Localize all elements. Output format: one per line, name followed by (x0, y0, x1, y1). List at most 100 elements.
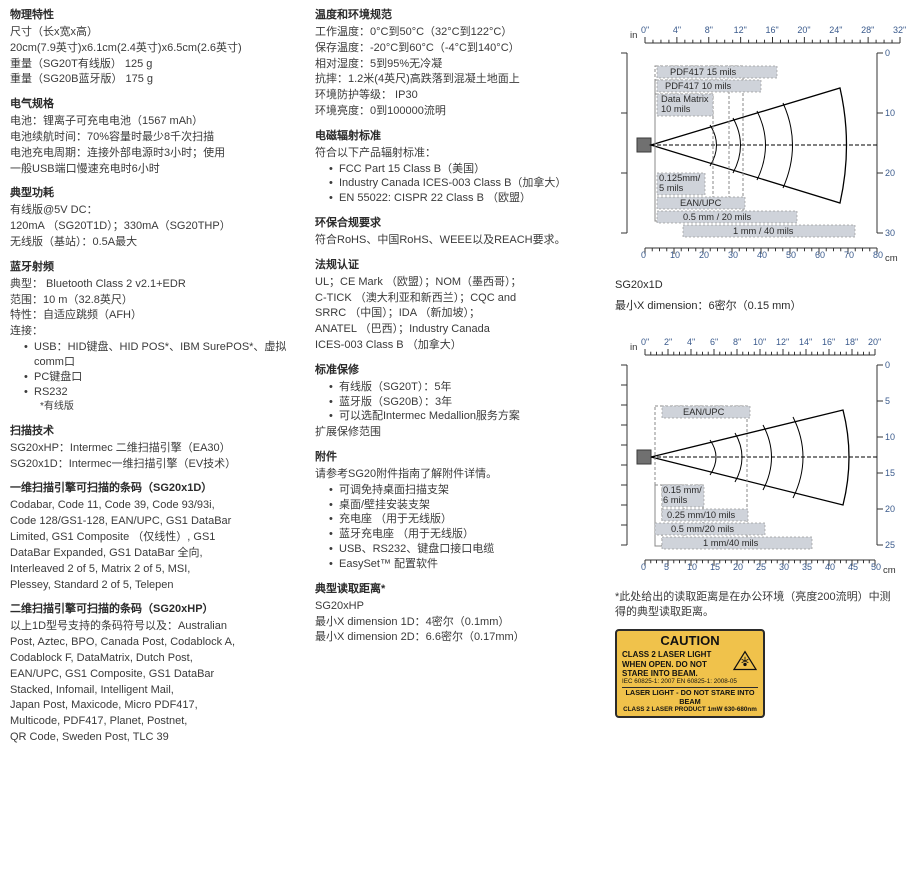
svg-text:30: 30 (728, 250, 738, 260)
svg-text:25: 25 (885, 540, 895, 550)
svg-text:16": 16" (822, 337, 835, 347)
section-line: UL；CE Mark （欧盟）；NOM（墨西哥）； (315, 275, 605, 290)
section-line: 重量（SG20T有线版） 125 g (10, 57, 305, 72)
section-heading: 典型功耗 (10, 186, 305, 201)
svg-text:10: 10 (885, 108, 895, 118)
section-line: DataBar Expanded, GS1 DataBar 全向, (10, 546, 305, 561)
diagram2-callout-3: 0.5 mm/20 mils (671, 524, 734, 534)
section-line: SG20x1D：Intermec一维扫描引擎（EV技术） (10, 457, 305, 472)
diagram1-callout-3-line2: 5 mils (659, 183, 684, 193)
section-line: Stacked, Infomail, Intelligent Mail, (10, 683, 305, 698)
section-subnote: *有线版 (10, 400, 305, 414)
caution-strip-line1: LASER LIGHT - DO NOT STARE INTO BEAM (622, 689, 758, 706)
bullet-item: 蓝牙充电座 （用于无线版） (329, 527, 605, 542)
section-line: Code 128/GS1-128, EAN/UPC, GS1 DataBar (10, 514, 305, 529)
section-line: 电池：锂离子可充电电池（1567 mAh） (10, 114, 305, 129)
svg-text:5: 5 (885, 396, 890, 406)
svg-text:30: 30 (885, 228, 895, 238)
svg-text:28": 28" (861, 25, 874, 35)
section-line: 有线版@5V DC： (10, 203, 305, 218)
diagram2-in-axis-label: in (630, 342, 637, 353)
section-line: 保存温度：-20°C到60°C（-4°C到140°C） (315, 41, 605, 56)
bullet-item: PC键盘口 (24, 370, 305, 385)
bullet-item: 有线版（SG20T）：5年 (329, 380, 605, 395)
bullet-item: 蓝牙版（SG20B）：3年 (329, 395, 605, 410)
section-heading: 蓝牙射频 (10, 260, 305, 275)
section-line: SRRC （中国）；IDA （新加坡）； (315, 306, 605, 321)
section-line: Limited, GS1 Composite （仅线性）, GS1 (10, 530, 305, 545)
svg-text:16": 16" (766, 25, 779, 35)
caution-strip-line2: CLASS 2 LASER PRODUCT 1mW 630-680nm (622, 706, 758, 713)
svg-text:32": 32" (893, 25, 906, 35)
section-line: 请参考SG20附件指南了解附件详情。 (315, 467, 605, 482)
section-line: 特性：自适应跳频（AFH） (10, 308, 305, 323)
diagram1-callout-6: 1 mm / 40 mils (733, 226, 794, 236)
bullet-item: EasySet™ 配置软件 (329, 557, 605, 572)
svg-text:4": 4" (673, 25, 681, 35)
diagram2-callout-1-line2: 6 mils (663, 495, 688, 505)
section-line: 最小X dimension 1D：4密尔（0.1mm） (315, 615, 605, 630)
section-line: 抗摔：1.2米(4英尺)高跌落到混凝土地面上 (315, 72, 605, 87)
section-line: Interleaved 2 of 5, Matrix 2 of 5, MSI, (10, 562, 305, 577)
section-line: 环境亮度：0到100000流明 (315, 104, 605, 119)
section-heading: 典型读取距离* (315, 582, 605, 597)
section-line: Post, Aztec, BPO, Canada Post, Codablock… (10, 635, 305, 650)
section-line: 符合以下产品辐射标准： (315, 146, 605, 161)
diagram1-callout-0: PDF417 15 mils (670, 67, 736, 77)
svg-text:0: 0 (641, 562, 646, 572)
svg-text:2": 2" (664, 337, 672, 347)
column-diagrams: in 0" 4" 8" 12" 16" 20" 24" 28" 32" 0" 4" 8" 12" 0 1… (615, 8, 915, 876)
svg-text:24": 24" (829, 25, 842, 35)
section-line: 范围：10 m（32.8英尺） (10, 293, 305, 308)
section-heading: 扫描技术 (10, 424, 305, 439)
section-heading: 环保合规要求 (315, 216, 605, 231)
svg-text:20": 20" (797, 25, 810, 35)
svg-text:25: 25 (756, 562, 766, 572)
section-line: 20cm(7.9英寸)x6.1cm(2.4英寸)x6.5cm(2.6英寸) (10, 41, 305, 56)
svg-text:18": 18" (845, 337, 858, 347)
read-range-diagram-hp: in 0"4"8"12"16"20"24"28"32" 0"4"8"12" 01… (615, 8, 915, 270)
svg-text:30: 30 (779, 562, 789, 572)
caution-warning-text: CLASS 2 LASER LIGHT WHEN OPEN. DO NOT ST… (622, 650, 730, 678)
diagram1-callout-1: PDF417 10 mils (665, 81, 731, 91)
column-environment-regulatory: 温度和环境规范 工作温度：0°C到50°C（32°C到122°C） 保存温度：-20… (315, 8, 615, 876)
section-line: QR Code, Sweden Post, TLC 39 (10, 730, 305, 745)
svg-text:0: 0 (885, 360, 890, 370)
svg-text:10: 10 (670, 250, 680, 260)
diagram1-caption: SG20x1D 最小X dimension：6密尔（0.15 mm） (615, 278, 915, 314)
bullet-item: RS232 (24, 385, 305, 400)
section-heading: 电磁辐射标准 (315, 129, 605, 144)
diagram2-cm-axis-label: cm (883, 565, 896, 576)
section-heading: 物理特性 (10, 8, 305, 23)
laser-caution-label: CAUTION CLASS 2 LASER LIGHT WHEN OPEN. D… (615, 629, 765, 718)
svg-text:20: 20 (885, 504, 895, 514)
svg-text:0": 0" (641, 337, 649, 347)
svg-text:60: 60 (815, 250, 825, 260)
section-line: Japan Post, Maxicode, Micro PDF417, (10, 698, 305, 713)
caution-standard-text: IEC 60825-1: 2007 EN 60825-1: 2008-05 (622, 678, 758, 685)
diagram1-callout-3-line1: 0.125mm/ (659, 173, 701, 183)
section-line: 符合RoHS、中国RoHS、WEEE以及REACH要求。 (315, 233, 605, 248)
svg-text:35: 35 (802, 562, 812, 572)
section-line: 电池续航时间：70%容量时最少8千次扫描 (10, 130, 305, 145)
section-heading: 附件 (315, 450, 605, 465)
section-line: EAN/UPC, GS1 Composite, GS1 DataBar (10, 667, 305, 682)
section-line: Plessey, Standard 2 of 5, Telepen (10, 578, 305, 593)
svg-text:0: 0 (885, 48, 890, 58)
diagram1-callout-2-line2: 10 mils (661, 104, 691, 114)
diagram2-callout-4: 1 mm/40 mils (703, 538, 759, 548)
bullet-item: Industry Canada ICES-003 Class B（加拿大） (329, 176, 605, 191)
column-physical-electrical: 物理特性尺寸（长x宽x高） 20cm(7.9英寸)x6.1cm(2.4英寸)x6.… (10, 8, 315, 876)
diagram2-callout-2: 0.25 mm/10 mils (667, 510, 736, 520)
svg-text:15: 15 (885, 468, 895, 478)
caution-title: CAUTION (622, 634, 758, 649)
bullet-item: 可以选配Intermec Medallion服务方案 (329, 409, 605, 424)
svg-text:20: 20 (733, 562, 743, 572)
section-line-after-bullets: 扩展保修范围 (315, 425, 605, 440)
section-line: 工作温度：0°C到50°C（32°C到122°C） (315, 25, 605, 40)
section-line: 尺寸（长x宽x高） (10, 25, 305, 40)
section-bullet-list: FCC Part 15 Class B（美国）Industry Canada I… (315, 162, 605, 207)
section-line: 典型： Bluetooth Class 2 v2.1+EDR (10, 277, 305, 292)
section-bullet-list: 有线版（SG20T）：5年蓝牙版（SG20B）：3年可以选配Intermec M… (315, 380, 605, 425)
diagram1-callout-5: 0.5 mm / 20 mils (683, 212, 752, 222)
